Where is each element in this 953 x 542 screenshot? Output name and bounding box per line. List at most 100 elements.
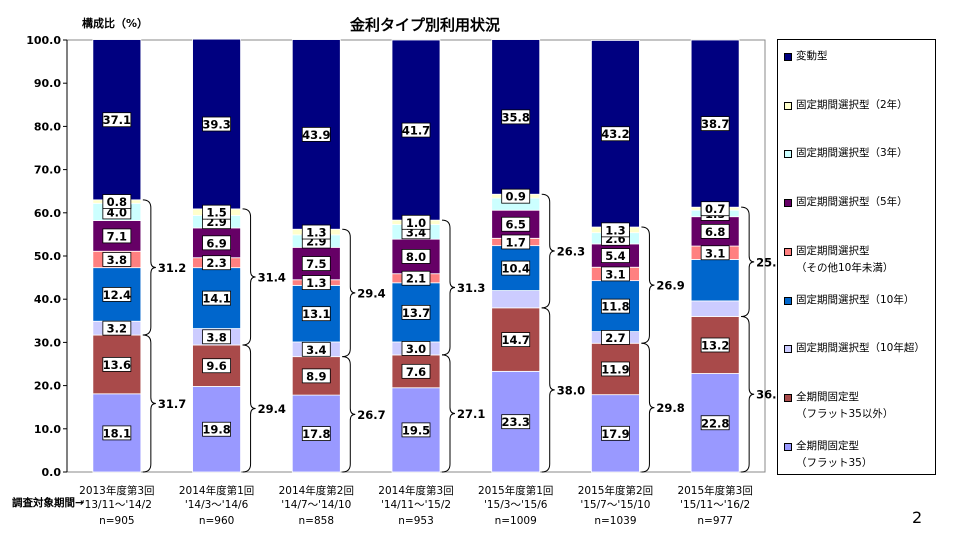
data-label-box xyxy=(501,414,531,430)
legend-label: 固定期間選択型（2年） xyxy=(796,98,908,111)
data-label-box xyxy=(501,260,531,276)
data-label-box xyxy=(301,306,331,322)
data-label-box xyxy=(401,270,431,286)
data-label-box xyxy=(301,126,331,142)
data-label-box xyxy=(202,329,231,345)
data-label: 3.1 xyxy=(705,246,725,260)
data-label-box xyxy=(601,330,630,345)
legend-swatch xyxy=(784,150,792,159)
x-category-label: 2014年度第1回 xyxy=(179,484,254,497)
legend-label: 固定期間選択型（10年超） xyxy=(796,342,925,355)
y-axis-label: 構成比（%） xyxy=(82,16,148,30)
y-tick-label: 60.0 xyxy=(34,207,61,220)
data-label: 41.7 xyxy=(402,124,430,138)
data-label-box xyxy=(301,426,331,441)
data-label-box xyxy=(601,361,630,377)
subtotal-label: 31.7 xyxy=(158,397,186,411)
data-label: 7.6 xyxy=(406,365,426,379)
x-category-label: 2014年度第3回 xyxy=(378,484,453,497)
data-label-box xyxy=(202,204,231,220)
data-label: 7.1 xyxy=(107,229,127,243)
x-period-label: '14/3～'14/6 xyxy=(185,499,249,511)
data-label-box xyxy=(401,422,431,438)
data-label: 13.1 xyxy=(302,307,330,321)
data-label-box xyxy=(401,304,431,320)
subtotal-label: 38.0 xyxy=(557,383,585,397)
data-label-box xyxy=(601,222,630,238)
x-sample-size-label: n=858 xyxy=(299,515,335,527)
data-label: 14.7 xyxy=(502,333,530,347)
data-label-box xyxy=(501,216,531,232)
x-sample-size-label: n=960 xyxy=(199,515,235,527)
data-label: 11.8 xyxy=(601,300,629,314)
data-label-box xyxy=(700,337,730,353)
data-label-box xyxy=(401,363,431,379)
subtotal-bracket xyxy=(641,226,655,344)
data-label: 17.8 xyxy=(302,427,330,441)
y-tick-label: 100.0 xyxy=(26,34,61,47)
y-tick-label: 0.0 xyxy=(42,466,62,479)
subtotal-label: 29.8 xyxy=(656,401,684,415)
subtotal-label: 27.1 xyxy=(457,407,485,421)
subtotal-bracket xyxy=(741,315,755,473)
x-sample-size-label: n=905 xyxy=(99,515,135,527)
data-label: 1.7 xyxy=(506,235,526,249)
subtotal-label: 31.2 xyxy=(158,261,186,275)
data-label-box xyxy=(102,287,132,302)
subtotal-label: 29.4 xyxy=(258,402,286,416)
legend-swatch xyxy=(784,53,792,61)
data-label: 12.4 xyxy=(103,288,131,302)
data-label: 13.2 xyxy=(701,338,729,352)
legend-label: 全期間固定型 xyxy=(796,390,859,403)
data-label: 8.0 xyxy=(406,250,426,264)
x-period-label: '14/11～'15/2 xyxy=(381,499,451,511)
data-label: 0.9 xyxy=(506,190,526,204)
data-label: 1.3 xyxy=(306,276,326,290)
data-label: 0.7 xyxy=(705,202,725,216)
subtotal-bracket xyxy=(242,344,256,473)
data-label: 3.2 xyxy=(107,322,127,336)
y-tick-label: 90.0 xyxy=(34,77,61,90)
data-label-box xyxy=(202,358,231,374)
data-label-box xyxy=(102,112,132,128)
data-label-box xyxy=(202,235,231,251)
data-label: 7.5 xyxy=(306,257,326,271)
data-label: 1.0 xyxy=(406,216,426,230)
subtotal-bracket xyxy=(342,356,356,473)
period-row-label: 調査対象期間→ xyxy=(12,496,84,509)
subtotal-bracket xyxy=(541,307,555,473)
data-label-box xyxy=(102,357,132,372)
legend-label: （フラット35以外） xyxy=(796,407,894,420)
x-category-label: 2015年度第1回 xyxy=(478,484,553,497)
data-label-box xyxy=(102,320,132,336)
data-label: 14.1 xyxy=(202,292,230,306)
subtotal-label: 26.7 xyxy=(357,408,385,422)
data-label-box xyxy=(401,122,431,138)
legend-label: 固定期間選択型 xyxy=(796,244,870,257)
data-label-box xyxy=(700,116,730,131)
data-label: 13.6 xyxy=(103,358,131,372)
data-label-box xyxy=(601,248,630,263)
x-sample-size-label: n=1039 xyxy=(594,515,636,527)
legend-label: 変動型 xyxy=(796,50,828,62)
x-sample-size-label: n=977 xyxy=(697,515,733,527)
data-label-box xyxy=(301,224,331,240)
subtotal-bracket xyxy=(242,208,256,346)
data-label-box xyxy=(301,256,331,271)
data-label: 5.4 xyxy=(605,249,625,263)
x-category-label: 2015年度第3回 xyxy=(677,484,752,497)
data-label: 2.7 xyxy=(605,331,625,345)
legend-label: 全期間固定型 xyxy=(796,439,859,452)
data-label-box xyxy=(501,188,531,204)
data-label: 18.1 xyxy=(103,426,131,440)
chart-title: 金利タイプ別利用状況 xyxy=(349,16,500,34)
data-label: 3.1 xyxy=(605,267,625,281)
data-label-box xyxy=(102,228,132,244)
subtotal-label: 31.3 xyxy=(457,281,485,295)
data-label-box xyxy=(102,425,132,441)
x-period-label: '15/3～'15/6 xyxy=(484,499,548,511)
data-label-box xyxy=(700,223,730,239)
x-sample-size-label: n=1009 xyxy=(495,515,537,527)
x-period-label: '13/11～'14/2 xyxy=(82,499,152,511)
